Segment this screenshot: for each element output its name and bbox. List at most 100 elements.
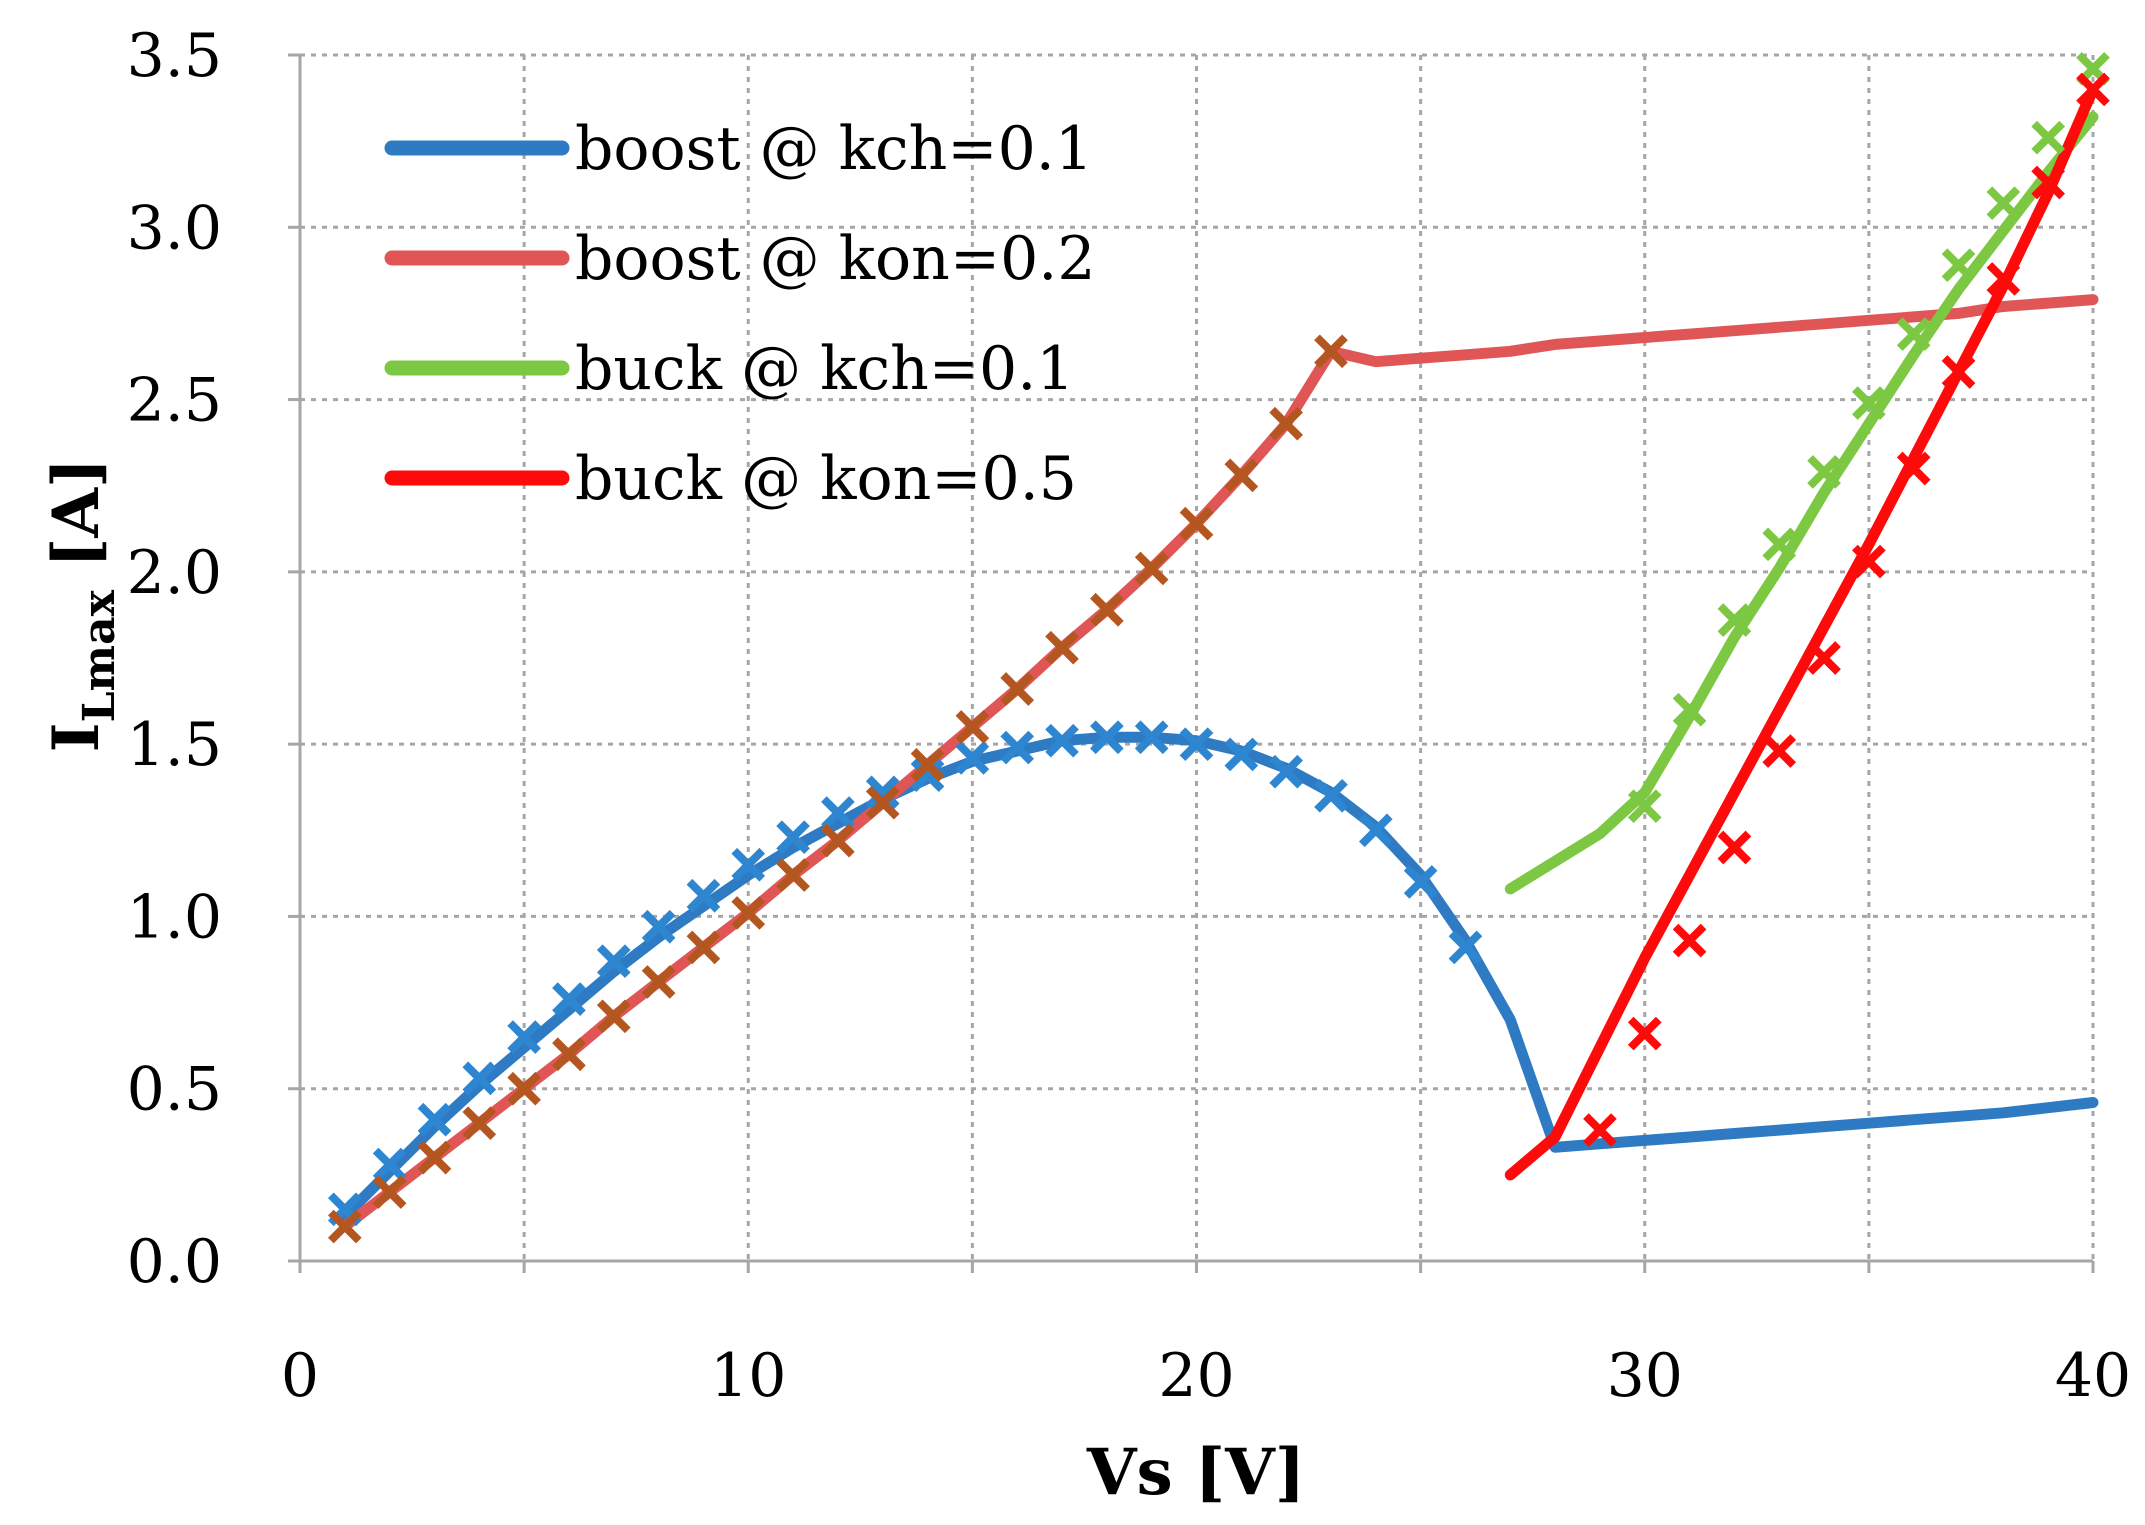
x-marker-point [1269,406,1303,441]
x-marker-point [1762,734,1797,768]
legend-entry: boost @ kon=0.2 [384,224,1096,294]
x-marker-point [641,965,676,999]
x-marker-point [507,1071,541,1106]
y-tick-label: 0.0 [127,1227,222,1297]
x-marker-point [2076,72,2110,107]
x-marker-point [1045,630,1079,665]
x-marker-point [417,1102,452,1137]
legend-entry: boost @ kch=0.1 [384,114,1093,184]
x-marker-point [1807,455,1841,489]
x-marker-point [1717,603,1752,637]
y-tick-label: 2.0 [127,538,222,608]
x-marker-point [1852,386,1886,420]
y-tick-label: 3.0 [127,193,222,263]
y-tick-labels: 0.0 0.5 1.0 1.5 2.0 2.5 3.0 3.5 [127,21,222,1297]
x-marker-point [1090,720,1124,755]
y-axis-title: ILmax [A] [39,458,125,753]
x-tick-label: 10 [710,1341,786,1411]
x-marker-point [596,999,631,1034]
x-marker-point [955,710,990,744]
x-marker-point [1448,930,1483,965]
x-marker-point [731,896,766,930]
x-marker-point [821,823,855,858]
y-axis-title-subscript: Lmax [74,589,125,722]
x-marker-point [1134,720,1169,755]
x-marker-point [1627,789,1662,823]
x-tick-labels: 0 10 20 30 40 [281,1341,2131,1411]
x-marker-point [1224,737,1259,772]
y-tick-label: 2.5 [127,366,222,436]
x-marker-point [1314,779,1348,813]
x-marker-point [1224,458,1259,493]
x-marker-point [507,1020,541,1054]
x-marker-point [1941,248,1976,283]
x-marker-point [417,1140,452,1175]
y-axis-title-unit: [A] [39,458,114,591]
series-lines [339,84,2099,1232]
x-marker-point [462,1061,497,1096]
legend-label: boost @ kch=0.1 [575,114,1093,184]
axes [288,53,2095,1273]
x-tick-label: 40 [2055,1341,2131,1411]
x-marker-point [372,1175,407,1209]
x-marker-point [462,1106,497,1140]
x-marker-point [552,982,586,1016]
legend-label: buck @ kon=0.5 [575,444,1077,514]
x-marker-point [1269,754,1303,789]
x-marker-point [1762,527,1797,562]
x-axis-title: Vs [V] [1086,1435,1305,1510]
y-tick-label: 1.0 [127,882,222,952]
y-tick-label: 1.5 [127,710,222,780]
x-marker-point [1134,551,1169,586]
x-marker-point [955,741,990,775]
y-axis-title-main: I [39,722,114,752]
x-marker-point [2031,120,2066,155]
series-line-2 [339,294,2099,1232]
series-line-1 [339,731,2099,1222]
x-marker-point [1672,692,1707,727]
x-marker-point [1941,355,1976,389]
legend-label: boost @ kon=0.2 [575,224,1096,294]
gridlines [300,53,2095,1261]
legend-entry: buck @ kon=0.5 [384,444,1077,514]
x-marker-point [1045,723,1079,758]
marker-series-6 [327,334,1348,1244]
y-tick-label: 3.5 [127,21,222,91]
x-marker-point [910,758,945,792]
x-marker-point [1807,641,1841,675]
x-marker-point [372,1147,407,1182]
x-marker-point [776,858,810,892]
legend-entry: buck @ kch=0.1 [384,334,1074,404]
x-marker-point [1986,186,2021,220]
x-marker-point [1627,1016,1662,1051]
x-marker-point [596,944,631,979]
x-marker-point [552,1037,586,1072]
legend: boost @ kch=0.1 boost @ kon=0.2 buck @ k… [384,114,1096,514]
x-marker-point [1896,451,1931,486]
x-marker-point [1358,813,1393,848]
x-marker-point [731,847,766,882]
x-marker-point [910,747,945,782]
x-marker-point [1717,830,1752,865]
x-marker-point [641,909,676,944]
x-marker-point [1000,672,1035,706]
x-marker-point [1314,334,1348,369]
x-marker-point [1672,923,1707,958]
x-marker-point [327,1209,362,1244]
x-marker-point [776,820,810,855]
x-tick-label: 0 [281,1341,319,1411]
x-marker-point [1000,730,1035,765]
x-marker-point [1179,506,1214,541]
series-line-3 [1504,111,2099,895]
x-marker-point [865,785,900,820]
x-marker-point [1090,592,1124,627]
x-marker-point [1179,727,1214,761]
x-marker-point [865,775,900,810]
x-marker-point [686,930,721,965]
marker-series-8 [1583,72,2110,1147]
x-marker-point [821,796,855,830]
x-tick-label: 20 [1158,1341,1234,1411]
marker-series-5 [327,720,1483,1227]
x-tick-label: 30 [1607,1341,1683,1411]
series-line-4 [1504,84,2099,1181]
